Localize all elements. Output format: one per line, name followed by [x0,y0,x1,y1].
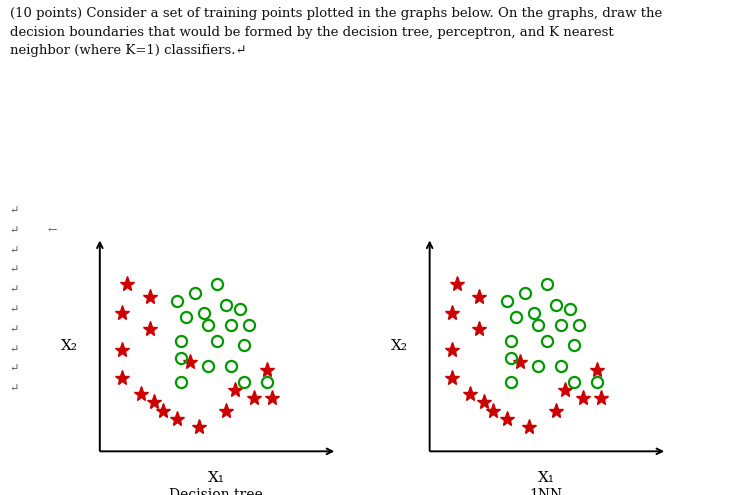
Text: ↵: ↵ [10,364,19,374]
Text: ↵: ↵ [10,245,19,255]
Text: ↵: ↵ [10,205,19,215]
Text: ↵: ↵ [10,265,19,275]
Text: 1NN: 1NN [529,488,563,495]
Text: ←: ← [48,225,57,235]
Text: ↵: ↵ [10,225,19,235]
Text: ↵: ↵ [10,285,19,295]
Text: (10 points) Consider a set of training points plotted in the graphs below. On th: (10 points) Consider a set of training p… [10,7,662,57]
Text: Decision tree: Decision tree [169,488,263,495]
Text: ↵: ↵ [10,324,19,334]
Text: X₂: X₂ [62,340,78,353]
Text: X₁: X₁ [207,471,225,485]
Text: ↵: ↵ [10,344,19,354]
Text: X₂: X₂ [391,340,408,353]
Text: X₁: X₁ [537,471,555,485]
Text: ↵: ↵ [10,384,19,394]
Text: ↵: ↵ [10,304,19,314]
